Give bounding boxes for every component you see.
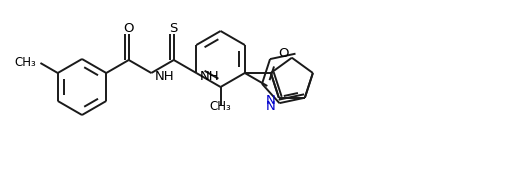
Text: N: N bbox=[266, 100, 275, 113]
Text: O: O bbox=[278, 47, 289, 60]
Text: O: O bbox=[124, 22, 134, 35]
Text: CH₃: CH₃ bbox=[210, 101, 232, 113]
Text: NH: NH bbox=[200, 70, 219, 84]
Text: N: N bbox=[266, 94, 276, 107]
Text: S: S bbox=[169, 22, 178, 35]
Text: CH₃: CH₃ bbox=[15, 57, 37, 69]
Text: NH: NH bbox=[154, 70, 174, 84]
